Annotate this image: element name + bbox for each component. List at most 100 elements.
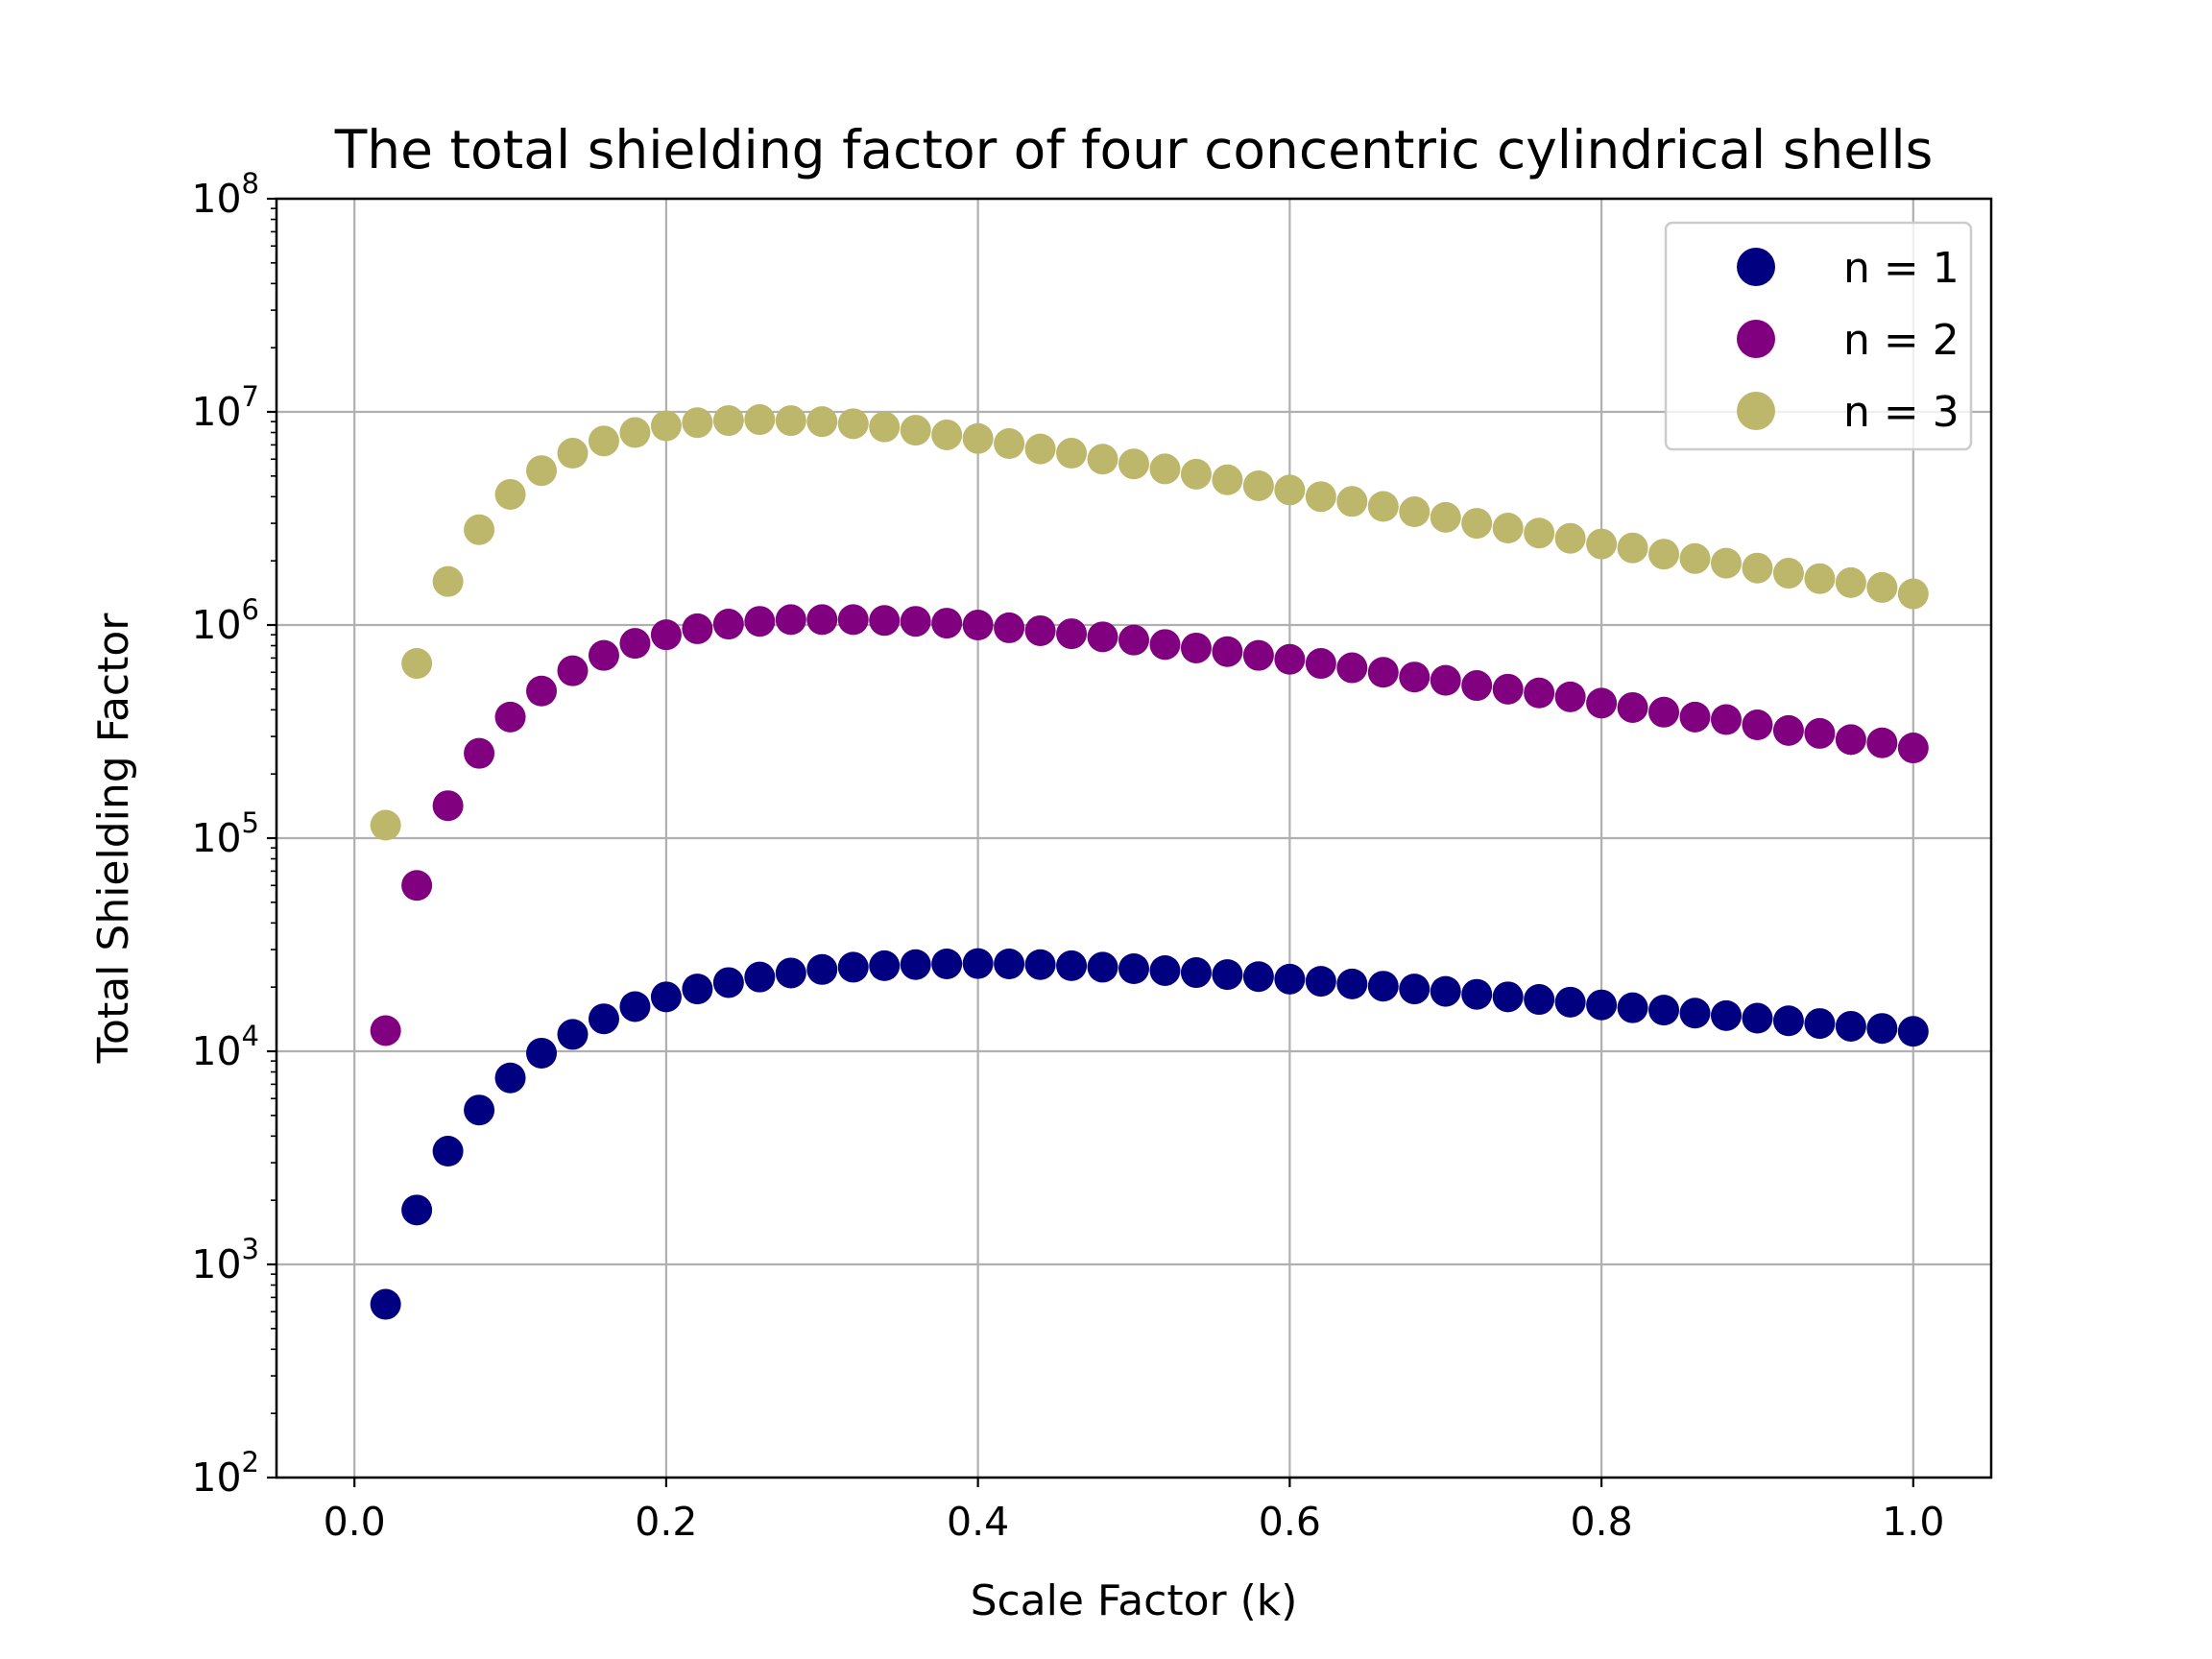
legend-label: n = 1 xyxy=(1843,244,1960,293)
x-tick-label: 0.8 xyxy=(1570,1499,1632,1545)
data-point xyxy=(464,514,495,545)
data-point xyxy=(1772,1005,1804,1037)
data-point xyxy=(962,948,994,979)
data-point xyxy=(1648,995,1680,1026)
data-point xyxy=(1866,727,1898,758)
axis-ticks: 0.0 0.2 0.4 0.6 0.8 1.0 102 103 104 105 106 107 108 xyxy=(191,167,1944,1545)
data-point xyxy=(1492,513,1524,544)
data-point xyxy=(432,565,464,597)
data-point xyxy=(1710,999,1742,1031)
data-point xyxy=(900,415,931,446)
data-point xyxy=(1461,978,1493,1010)
y-axis-label: Total Shielding Factor xyxy=(89,613,138,1065)
data-point xyxy=(588,639,619,671)
data-point xyxy=(682,613,713,644)
data-point xyxy=(588,1003,619,1035)
legend-marker xyxy=(1737,320,1775,358)
data-point xyxy=(1336,652,1368,684)
data-point xyxy=(1461,670,1493,702)
data-point xyxy=(401,648,433,680)
data-point xyxy=(1897,1016,1929,1047)
series-n-1 xyxy=(370,948,1929,1320)
data-point xyxy=(1274,474,1306,506)
series-n-3 xyxy=(370,404,1929,841)
data-point xyxy=(1710,704,1742,735)
data-point xyxy=(1430,975,1461,1007)
data-point xyxy=(1399,496,1431,528)
data-point xyxy=(1305,648,1336,680)
data-point xyxy=(1336,968,1368,999)
data-point xyxy=(1149,453,1181,485)
data-point xyxy=(775,604,806,636)
x-axis-label: Scale Factor (k) xyxy=(971,1576,1298,1625)
data-point xyxy=(869,605,901,637)
data-point xyxy=(869,950,901,981)
data-point xyxy=(1524,984,1555,1016)
data-point xyxy=(1056,438,1088,469)
data-point xyxy=(1180,957,1212,989)
data-point xyxy=(1524,517,1555,549)
data-point xyxy=(744,404,776,436)
data-point xyxy=(464,737,495,769)
data-point xyxy=(1492,673,1524,705)
data-point xyxy=(1524,677,1555,709)
data-point xyxy=(526,455,558,487)
data-point xyxy=(1554,986,1586,1018)
data-point xyxy=(1554,681,1586,712)
data-point xyxy=(1710,547,1742,579)
data-point xyxy=(650,981,682,1013)
data-point xyxy=(1679,998,1711,1029)
data-point xyxy=(682,407,713,439)
data-point xyxy=(1305,481,1336,513)
data-point xyxy=(1804,563,1836,594)
x-tick-label: 1.0 xyxy=(1882,1499,1944,1545)
data-point xyxy=(401,1194,433,1226)
chart-title: The total shielding factor of four conce… xyxy=(334,119,1934,180)
data-point xyxy=(931,948,963,979)
data-point xyxy=(619,417,651,448)
data-point xyxy=(1180,632,1212,663)
data-point xyxy=(775,957,806,989)
data-point xyxy=(1461,508,1493,540)
data-point xyxy=(1242,961,1274,993)
y-tick-label: 108 xyxy=(191,167,259,222)
data-point xyxy=(994,428,1025,460)
data-point xyxy=(1742,1002,1773,1034)
data-point xyxy=(1679,701,1711,733)
data-point xyxy=(1492,981,1524,1013)
data-point xyxy=(1399,661,1431,693)
data-point xyxy=(1586,528,1618,560)
data-point xyxy=(806,406,838,438)
data-point xyxy=(1835,724,1866,756)
y-tick-label: 103 xyxy=(191,1233,259,1287)
data-point xyxy=(837,604,869,636)
data-point xyxy=(432,790,464,822)
data-point xyxy=(1367,971,1399,1002)
data-point xyxy=(1804,1008,1836,1040)
data-point xyxy=(962,610,994,640)
y-tick-label: 107 xyxy=(191,380,259,435)
y-tick-label: 105 xyxy=(191,806,259,861)
data-point xyxy=(1087,444,1118,475)
data-point xyxy=(494,1062,526,1094)
legend-label: n = 2 xyxy=(1843,316,1960,365)
data-point xyxy=(900,606,931,637)
data-point xyxy=(1897,733,1929,764)
data-point xyxy=(1118,952,1149,984)
data-point xyxy=(464,1094,495,1126)
data-point xyxy=(1430,501,1461,533)
x-tick-label: 0.6 xyxy=(1259,1499,1321,1545)
data-point xyxy=(1586,687,1618,719)
data-point xyxy=(806,953,838,985)
data-point xyxy=(557,655,589,686)
data-point xyxy=(1648,539,1680,570)
y-tick-label: 106 xyxy=(191,593,259,648)
data-point xyxy=(1835,1010,1866,1042)
data-point xyxy=(1087,951,1118,983)
data-point xyxy=(1180,458,1212,490)
data-point xyxy=(370,1015,401,1046)
data-point xyxy=(931,419,963,450)
data-point xyxy=(1024,433,1056,465)
data-point xyxy=(1554,522,1586,554)
